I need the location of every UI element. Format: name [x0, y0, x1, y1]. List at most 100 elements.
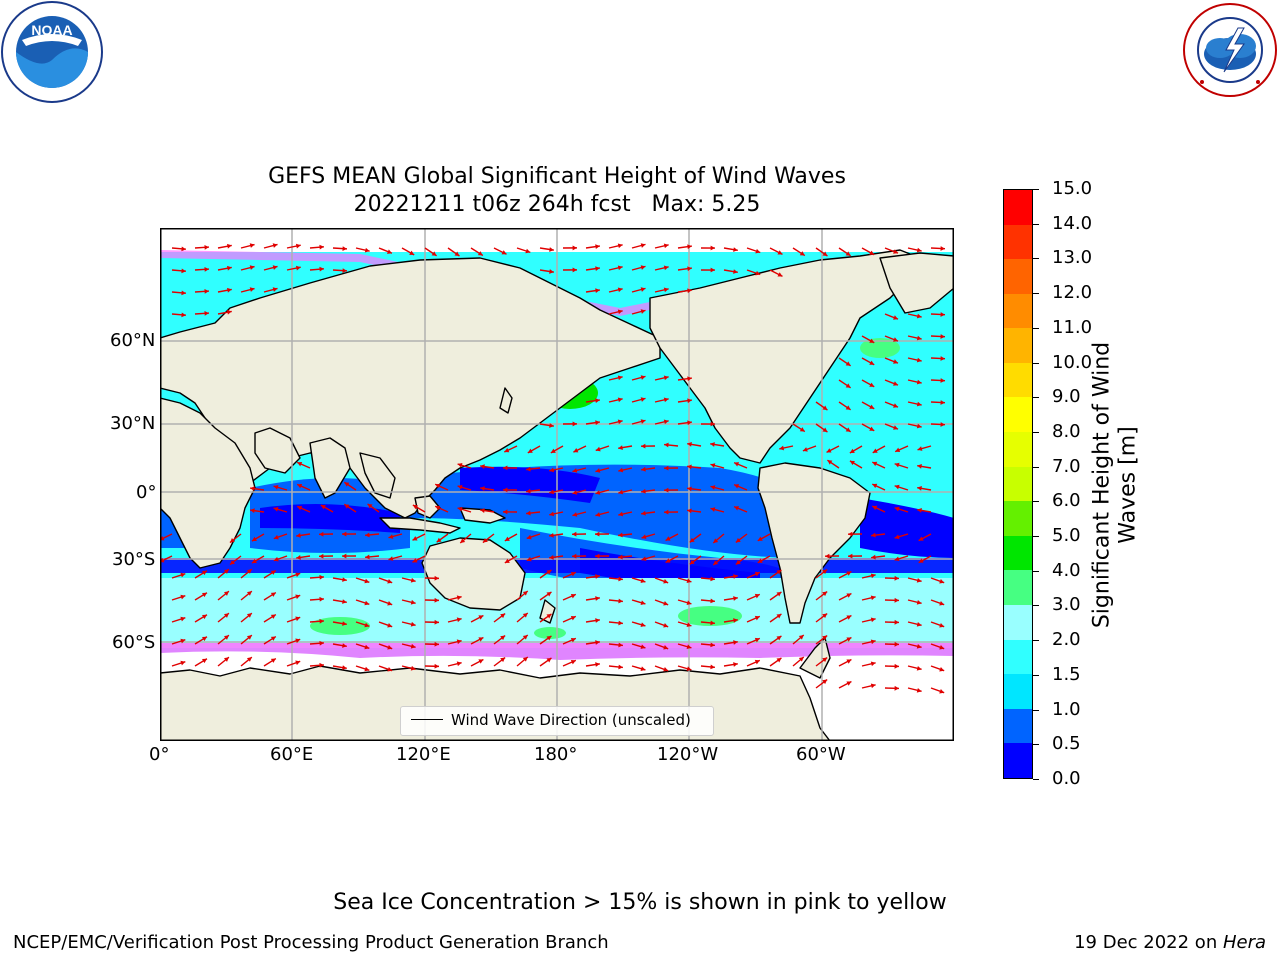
wave-arrow-head — [640, 309, 646, 314]
wave-arrow-head — [776, 591, 782, 597]
wave-arrow-head — [319, 640, 324, 646]
wave-arrow-head — [295, 660, 301, 666]
wave-arrow-head — [388, 534, 394, 539]
wave-arrow-head — [822, 613, 828, 619]
wave-arrow-head — [387, 644, 393, 650]
wave-arrow-head — [617, 265, 623, 271]
wave-arrow-head — [618, 598, 623, 604]
colorbar-tick-mark — [1033, 536, 1039, 538]
wave-arrow-head — [522, 635, 528, 640]
wave-arrow-head — [342, 665, 347, 670]
wave-arrow-head — [460, 538, 466, 543]
colorbar-band-4 — [1004, 605, 1032, 640]
wave-arrow-head — [344, 504, 350, 509]
wave-arrow-head — [663, 623, 669, 628]
colorbar-band-7 — [1004, 501, 1032, 536]
wave-arrow-head — [204, 244, 209, 250]
wave-arrow-head — [550, 448, 556, 453]
wave-arrow-head — [872, 461, 878, 467]
wave-arrow-head — [319, 618, 324, 624]
wave-arrow-head — [297, 505, 303, 511]
wave-arrow-head — [777, 250, 783, 255]
wave-arrow-head — [364, 578, 370, 584]
wave-arrow-head — [572, 421, 577, 427]
wave-arrow-head — [386, 249, 392, 254]
wave-arrow-head — [480, 486, 485, 491]
wave-arrow-head — [273, 534, 279, 540]
colorbar-tick-label: 1.0 — [1052, 698, 1081, 720]
wave-arrow-head — [845, 251, 851, 256]
chart-title-line1: GEFS MEAN Global Significant Height of W… — [268, 164, 846, 189]
wave-arrow-head — [618, 445, 623, 450]
chart-title-line2: 20221211 t06z 264h fcst Max: 5.25 — [353, 192, 761, 217]
wave-arrow-head — [229, 538, 235, 543]
wave-arrow-head — [319, 244, 324, 250]
wave-arrow-head — [270, 614, 276, 619]
colorbar — [1003, 189, 1033, 779]
wave-arrow-head — [296, 533, 301, 538]
sea-ice-note: Sea Ice Concentration > 15% is shown in … — [333, 890, 947, 915]
wave-arrow-head — [893, 359, 899, 364]
wave-arrow-head — [572, 468, 578, 473]
wave-arrow-head — [595, 244, 600, 249]
wave-arrow-head — [686, 578, 692, 583]
wave-arrow-head — [713, 538, 719, 543]
wave-arrow-head — [845, 361, 851, 366]
colorbar-band-3 — [1004, 639, 1032, 675]
wave-arrow-head — [916, 335, 922, 341]
wave-arrow-head — [734, 484, 740, 489]
wave-arrow-head — [549, 489, 555, 495]
wave-arrow-head — [618, 576, 623, 582]
wave-arrow-head — [710, 642, 715, 648]
wave-arrow-head — [181, 290, 186, 296]
wave-arrow-head — [618, 642, 623, 648]
land-greenland — [879, 252, 955, 314]
wave-arrow-head — [319, 553, 324, 559]
colorbar-tick-mark — [1033, 293, 1039, 295]
wave-arrow-head — [777, 272, 783, 277]
wave-arrow-head — [549, 532, 554, 538]
colorbar-tick-mark — [1033, 258, 1039, 260]
wave-arrow-head — [572, 490, 578, 495]
wave-arrow-head — [617, 309, 623, 315]
wave-arrow-head — [201, 636, 207, 642]
wave-arrow-head — [572, 553, 577, 559]
wave-arrow-head — [251, 536, 257, 542]
wave-arrow-head — [798, 657, 804, 662]
wave-arrow-head — [664, 487, 669, 493]
noaa-logo-text: NOAA — [31, 22, 72, 38]
wave-arrow-head — [546, 591, 552, 597]
wave-arrow-head — [940, 246, 945, 251]
wave-arrow-head — [895, 447, 901, 453]
wave-arrow-head — [410, 643, 416, 649]
ocean-band-indian-min — [260, 504, 400, 533]
wave-arrow-head — [201, 658, 207, 664]
wave-arrow-head — [689, 559, 695, 565]
wave-arrow-head — [522, 613, 528, 618]
wave-arrow-head — [435, 505, 441, 511]
wave-arrow-head — [869, 404, 875, 409]
footer-date: 19 Dec 2022 on Hera — [1074, 932, 1266, 953]
wave-arrow-head — [270, 636, 276, 641]
storm-patch-south-indian — [310, 617, 370, 635]
colorbar-tick-mark — [1033, 397, 1039, 399]
land-borneo — [414, 495, 441, 519]
wave-arrow-head — [246, 635, 252, 640]
colorbar-tick-label: 10.0 — [1052, 351, 1093, 373]
wave-arrow-head — [549, 554, 554, 560]
wave-arrow-head — [595, 446, 601, 452]
wave-arrow-head — [319, 596, 324, 602]
wave-arrow-head — [272, 243, 278, 248]
wave-arrow-head — [848, 531, 853, 537]
wave-arrow-head — [894, 663, 899, 669]
wave-arrow-head — [686, 666, 692, 671]
wave-arrow-head — [687, 266, 692, 272]
wave-arrow-head — [940, 400, 945, 405]
wave-arrow-head — [246, 591, 252, 596]
wave-arrow-head — [754, 615, 760, 621]
wave-arrow-head — [365, 532, 370, 538]
wave-arrow-head — [618, 489, 624, 495]
wave-arrow-head — [546, 569, 552, 575]
footer-date-text: 19 Dec 2022 on — [1074, 932, 1223, 953]
wave-arrow-head — [916, 577, 922, 583]
